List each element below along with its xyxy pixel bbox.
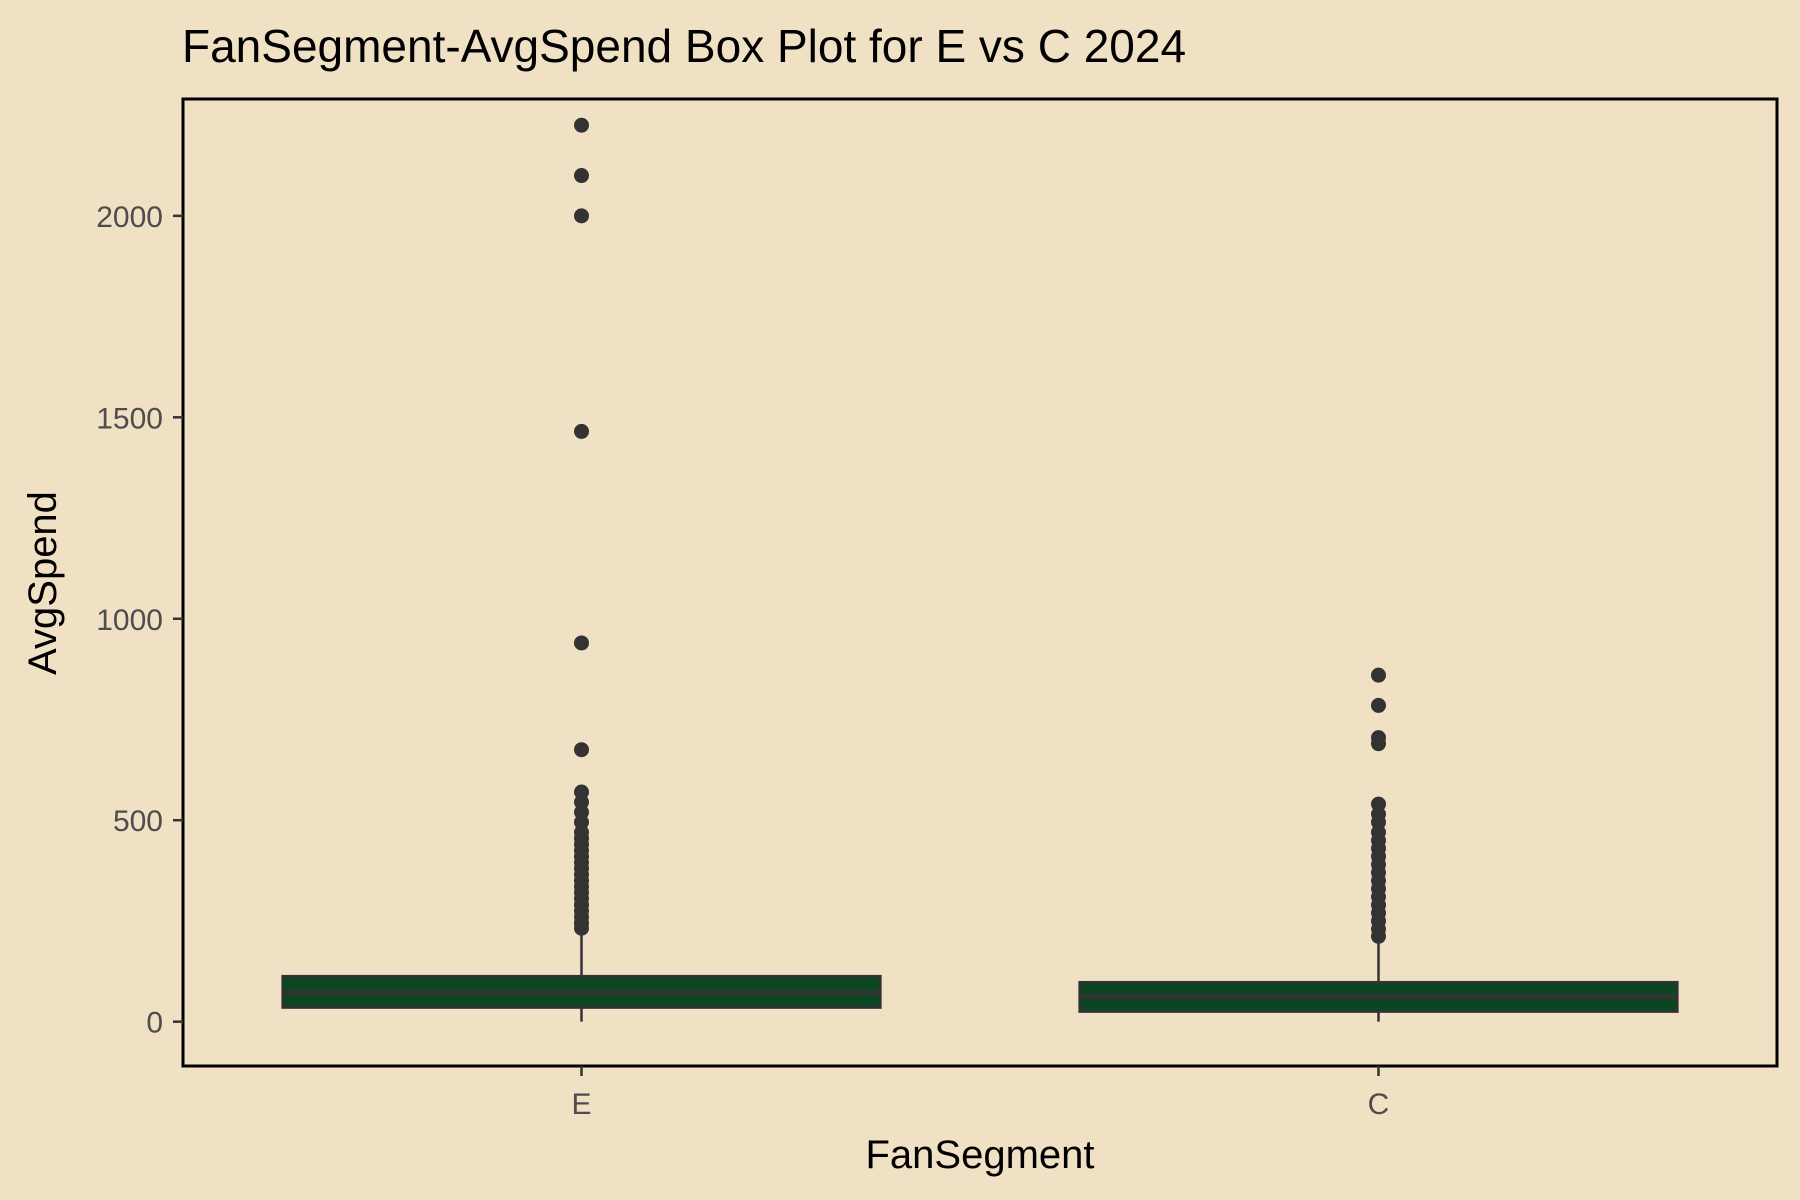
- outlier-point: [574, 208, 589, 224]
- panel-border: [181, 97, 1779, 1068]
- y-tick-label: 1500: [96, 402, 163, 435]
- outlier-point: [574, 742, 589, 758]
- x-tick-label: E: [571, 1088, 591, 1121]
- x-tick-label: C: [1368, 1088, 1390, 1121]
- outlier-point: [1371, 667, 1386, 683]
- outlier-point: [1371, 736, 1386, 752]
- outlier-point: [574, 168, 589, 184]
- y-tick-label: 2000: [96, 201, 163, 234]
- y-axis-title: AvgSpend: [21, 491, 65, 675]
- outlier-point: [574, 423, 589, 439]
- outlier-point: [1371, 928, 1386, 944]
- box-group-E: [281, 117, 882, 1022]
- outlier-point: [574, 920, 589, 936]
- y-tick-label: 1000: [96, 604, 163, 637]
- box-group-C: [1078, 667, 1679, 1022]
- plot-area: [281, 117, 1679, 1022]
- y-tick-label: 0: [146, 1007, 163, 1040]
- outlier-point: [1371, 697, 1386, 713]
- y-tick-label: 500: [113, 805, 163, 838]
- outlier-point: [574, 117, 589, 133]
- x-axis-title: FanSegment: [865, 1133, 1094, 1177]
- outlier-point: [574, 635, 589, 651]
- chart-title: FanSegment-AvgSpend Box Plot for E vs C …: [182, 20, 1186, 72]
